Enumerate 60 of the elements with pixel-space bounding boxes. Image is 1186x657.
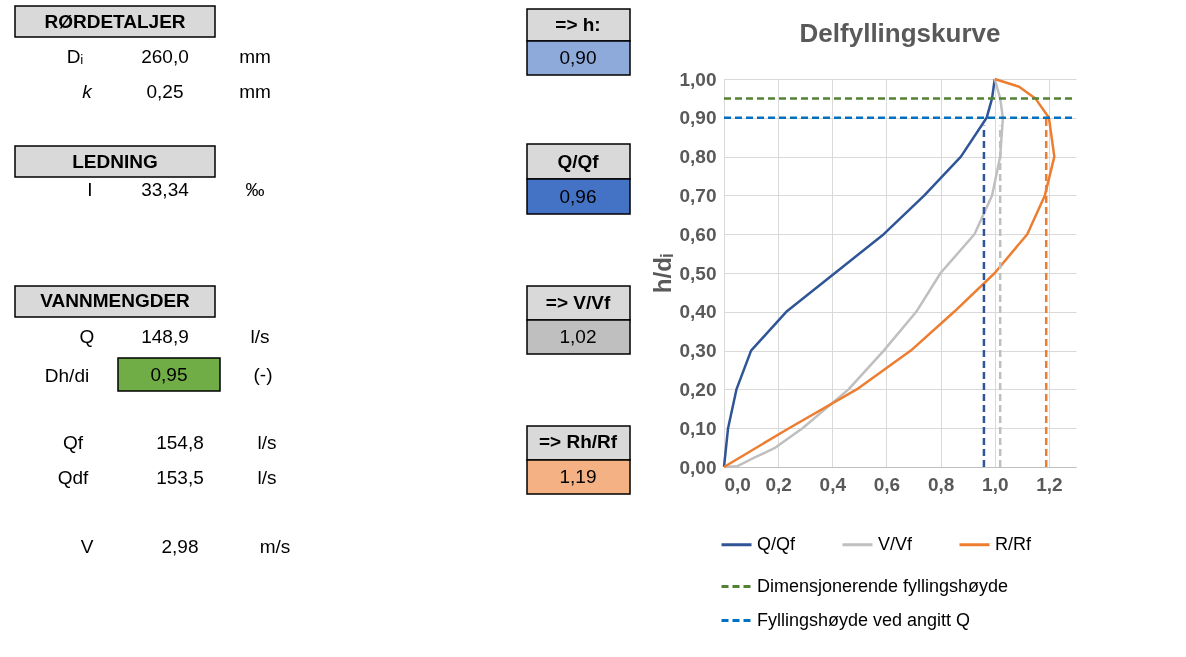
legend-label: Q/Qf — [757, 533, 796, 554]
legend-label: V/Vf — [878, 533, 914, 554]
text: 154,8 — [156, 432, 204, 453]
text: => h: — [555, 14, 601, 35]
text: 1,02 — [559, 326, 597, 347]
y-tick-label: 0,00 — [679, 456, 717, 478]
text: 260,0 — [141, 46, 189, 67]
y-tick-label: 1,00 — [679, 68, 717, 90]
y-tick-label: 0,20 — [679, 378, 717, 400]
text: 0,96 — [559, 186, 597, 207]
y-tick-label: 0,70 — [679, 184, 717, 206]
text: l/s — [257, 432, 277, 453]
text: 33,34 — [141, 179, 190, 200]
text: mm — [239, 46, 271, 67]
x-tick-label: 0,8 — [927, 473, 955, 495]
text: l/s — [257, 467, 277, 488]
text: 1,19 — [559, 466, 597, 487]
text: 0,95 — [150, 364, 188, 385]
text: ‰ — [245, 179, 265, 200]
text: 0,90 — [559, 47, 597, 68]
text: l/s — [250, 326, 270, 347]
text: RØRDETALJER — [44, 11, 186, 32]
y-axis-title: h/dᵢ — [648, 253, 676, 294]
y-tick-label: 0,50 — [679, 262, 717, 284]
text: (-) — [253, 364, 273, 385]
text: 148,9 — [141, 326, 189, 347]
text: k — [82, 81, 94, 102]
text: Q/Qf — [557, 151, 600, 172]
x-tick-label: 1,0 — [982, 473, 1009, 495]
text: I — [87, 179, 93, 200]
text: mm — [239, 81, 271, 102]
text: LEDNING — [72, 151, 158, 172]
text: 153,5 — [156, 467, 204, 488]
y-tick-label: 0,40 — [679, 301, 717, 323]
chart-title: Delfyllingskurve — [799, 18, 1001, 48]
y-tick-label: 0,60 — [679, 223, 717, 245]
text: Dᵢ — [66, 46, 84, 67]
x-tick-label: 0,0 — [724, 473, 751, 495]
legend-label: R/Rf — [995, 533, 1032, 554]
legend-label: Fyllingshøyde ved angitt Q — [757, 609, 971, 630]
text: 2,98 — [161, 536, 199, 557]
y-tick-label: 0,90 — [679, 107, 717, 129]
x-tick-label: 0,4 — [819, 473, 847, 495]
text: VANNMENGDER — [40, 290, 191, 311]
x-tick-label: 0,2 — [765, 473, 792, 495]
y-tick-label: 0,30 — [679, 340, 717, 362]
text: V — [80, 536, 94, 557]
y-tick-label: 0,10 — [679, 417, 717, 439]
text: => V/Vf — [545, 292, 611, 313]
text: Q — [79, 326, 95, 347]
text: 0,25 — [146, 81, 184, 102]
x-tick-label: 1,2 — [1036, 473, 1063, 495]
x-tick-label: 0,6 — [873, 473, 901, 495]
text: Qf — [62, 432, 84, 453]
text: => Rh/Rf — [538, 431, 618, 452]
y-tick-label: 0,80 — [679, 146, 717, 168]
text: Qdf — [57, 467, 90, 488]
text: Dh/di — [44, 365, 90, 386]
text: m/s — [259, 536, 291, 557]
legend-label: Dimensjonerende fyllingshøyde — [757, 575, 1009, 596]
